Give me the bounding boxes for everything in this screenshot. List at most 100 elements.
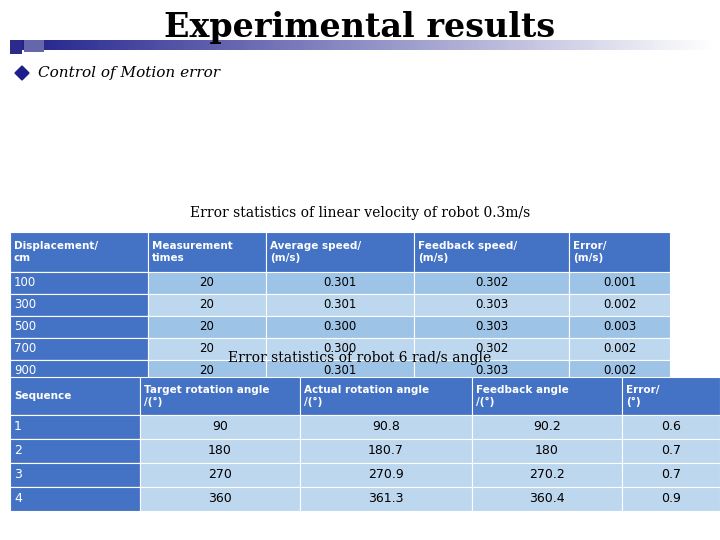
Bar [91,40,94,50]
Bar [300,377,472,415]
Bar [490,40,493,50]
Bar [35,40,38,50]
Bar [153,40,158,50]
Bar [556,40,560,50]
Bar [304,40,308,50]
Bar [125,40,130,50]
Bar [161,40,164,50]
Bar [164,40,168,50]
Bar [414,316,569,338]
Bar [703,40,707,50]
Bar [157,40,161,50]
Bar [206,40,210,50]
Bar [465,40,469,50]
Bar [601,40,606,50]
Text: 0.7: 0.7 [661,444,681,457]
Bar [336,40,340,50]
Bar [503,40,508,50]
Bar [570,40,574,50]
Bar [588,40,592,50]
Bar [678,40,683,50]
Bar [693,40,696,50]
Bar [381,40,385,50]
Bar [148,316,266,338]
Bar [87,40,91,50]
Bar [392,40,395,50]
Bar [262,40,266,50]
Bar [414,272,569,294]
Bar [689,40,693,50]
Bar [10,40,14,50]
Bar [297,40,301,50]
Bar [10,487,140,511]
Bar [339,40,343,50]
Text: Target rotation angle
/(°): Target rotation angle /(°) [144,385,269,407]
Bar [150,40,154,50]
Bar [388,40,392,50]
Bar [700,40,703,50]
Bar [371,40,374,50]
Bar [367,40,371,50]
Bar [45,40,49,50]
Bar [140,415,300,439]
Text: 361.3: 361.3 [368,492,404,505]
Text: 270.2: 270.2 [529,469,565,482]
Bar [448,40,451,50]
Bar [10,338,148,360]
Bar [272,40,276,50]
Bar [122,40,126,50]
Text: Control of Motion error: Control of Motion error [38,66,220,80]
Bar [10,272,148,294]
Bar [168,40,171,50]
Text: 0.301: 0.301 [323,299,356,312]
Text: Feedback speed/
(m/s): Feedback speed/ (m/s) [418,241,517,263]
Bar [10,40,22,54]
Bar [189,40,192,50]
Bar [80,40,84,50]
Bar [493,40,497,50]
Bar [528,40,532,50]
Bar [266,294,414,316]
Bar [266,232,414,272]
Bar [217,40,220,50]
Bar [353,40,357,50]
Bar [199,40,203,50]
Bar [426,40,431,50]
Bar [356,40,361,50]
Bar [619,40,623,50]
Bar [647,40,651,50]
Text: 500: 500 [14,321,36,334]
Bar [595,40,598,50]
Bar [10,316,148,338]
Bar [416,40,420,50]
Text: 0.003: 0.003 [603,321,636,334]
Text: 0.302: 0.302 [474,342,508,355]
Bar [343,40,346,50]
Polygon shape [15,66,29,80]
Bar [318,40,322,50]
Bar [661,40,665,50]
Text: 0.302: 0.302 [474,276,508,289]
Bar [364,40,367,50]
Bar [605,40,609,50]
Bar [469,40,472,50]
Bar [300,415,472,439]
Bar [248,40,252,50]
Bar [569,338,670,360]
Bar [245,40,248,50]
Bar [10,272,148,294]
Bar [360,40,364,50]
Bar [10,439,140,463]
Bar [563,40,567,50]
Text: 900: 900 [14,364,36,377]
Bar [682,40,686,50]
Bar [119,40,122,50]
Bar [104,40,109,50]
Bar [518,40,521,50]
Bar [531,40,536,50]
Bar [497,40,500,50]
Text: 0.300: 0.300 [323,321,356,334]
Bar [17,40,21,50]
Bar [650,40,654,50]
Text: Error/
(m/s): Error/ (m/s) [573,241,606,263]
